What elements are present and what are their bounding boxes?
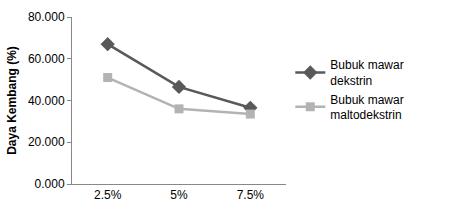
svg-text:80.000: 80.000 (28, 10, 65, 24)
svg-text:5%: 5% (170, 188, 188, 202)
svg-text:7.5%: 7.5% (237, 188, 265, 202)
svg-text:Bubuk mawarmaltodekstrin: Bubuk mawarmaltodekstrin (330, 93, 403, 123)
svg-text:Daya Kembang (%): Daya Kembang (%) (5, 46, 19, 155)
svg-text:0.000: 0.000 (35, 177, 65, 191)
svg-text:Bubuk mawardekstrin: Bubuk mawardekstrin (330, 58, 403, 88)
svg-text:20.000: 20.000 (28, 135, 65, 149)
svg-text:40.000: 40.000 (28, 94, 65, 108)
svg-text:2.5%: 2.5% (94, 188, 122, 202)
svg-text:60.000: 60.000 (28, 52, 65, 66)
